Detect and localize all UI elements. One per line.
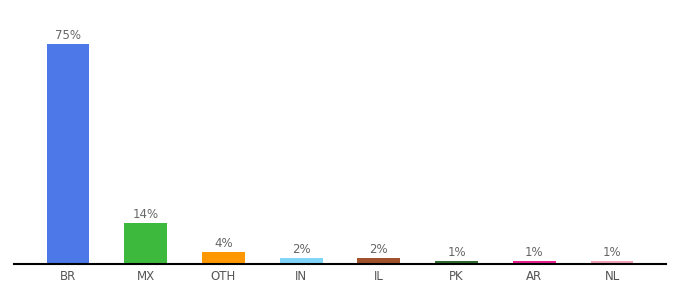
Text: 1%: 1%: [602, 246, 622, 259]
Text: 2%: 2%: [292, 243, 311, 256]
Text: 4%: 4%: [214, 237, 233, 250]
Bar: [591, 261, 633, 264]
Bar: [435, 261, 478, 264]
Text: 1%: 1%: [525, 246, 543, 259]
Text: 2%: 2%: [369, 243, 388, 256]
Bar: [358, 258, 401, 264]
Text: 14%: 14%: [133, 208, 158, 220]
Bar: [202, 252, 245, 264]
Bar: [513, 261, 556, 264]
Bar: [279, 258, 322, 264]
Bar: [47, 44, 89, 264]
Bar: [124, 223, 167, 264]
Text: 75%: 75%: [55, 29, 81, 42]
Text: 1%: 1%: [447, 246, 466, 259]
